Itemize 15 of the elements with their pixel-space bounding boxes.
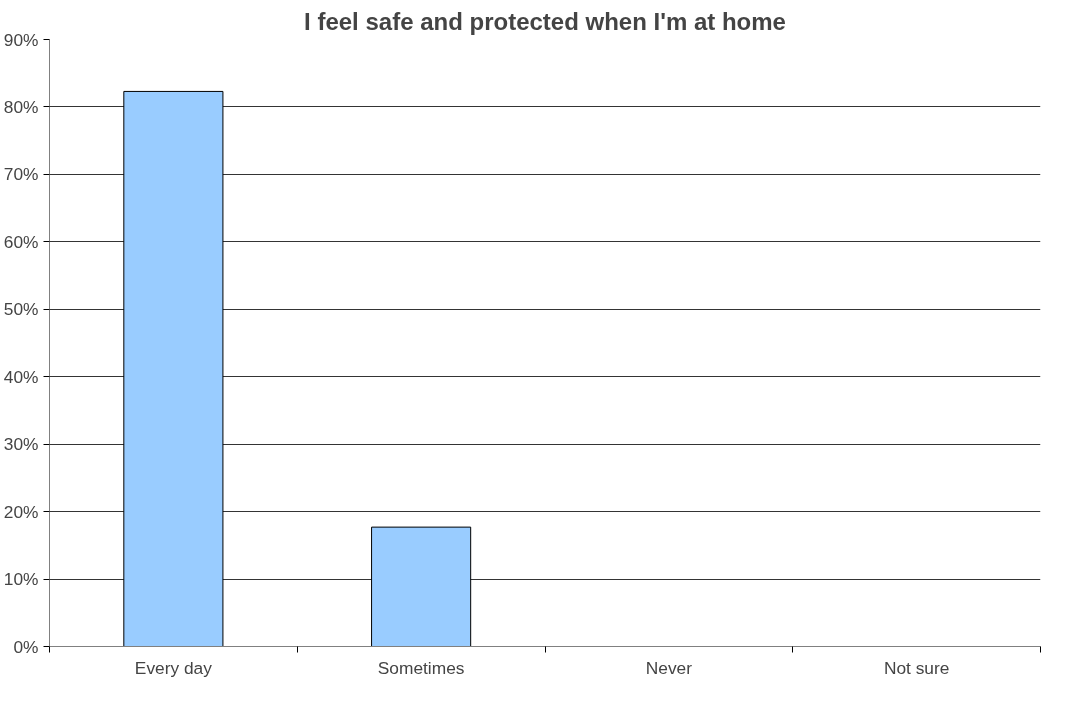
chart-title: I feel safe and protected when I'm at home [304,7,786,35]
y-tick-label: 30% [3,434,39,455]
x-tick-label: Every day [134,657,213,678]
x-tick-label: Never [645,657,693,678]
y-tick-label: 70% [3,164,39,185]
y-tick-label: 50% [3,299,39,320]
y-tick-label: 90% [3,29,39,50]
y-tick-label: 20% [3,501,39,522]
y-tick-label: 60% [3,231,39,252]
y-tick-label: 40% [3,366,39,387]
x-tick-label: Sometimes [377,657,465,678]
y-tick-label: 80% [3,96,39,117]
y-tick-label: 10% [3,569,39,590]
x-tick-label: Not sure [883,657,950,678]
y-tick-label: 0% [13,636,39,657]
